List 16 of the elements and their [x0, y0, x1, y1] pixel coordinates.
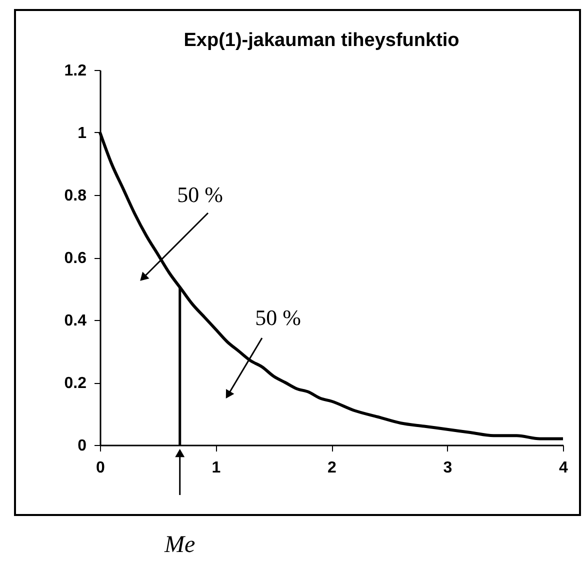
x-tick-label: 4 [559, 460, 568, 476]
y-tick-label: 0.2 [64, 375, 87, 392]
x-tick-label: 2 [328, 460, 337, 476]
chart-title: Exp(1)-jakauman tiheysfunktio [184, 30, 460, 51]
y-tick-label: 0 [78, 438, 87, 454]
ref-line-label: Me [164, 532, 196, 558]
y-tick-label: 0.4 [64, 312, 87, 330]
x-tick-label: 1 [212, 460, 221, 476]
y-tick-label: 1.2 [64, 62, 87, 80]
x-tick-label: 3 [443, 460, 452, 476]
x-tick-label: 0 [96, 460, 106, 476]
y-tick-label: 0.6 [64, 250, 87, 267]
y-tick-label: 0.8 [64, 188, 87, 204]
annotation: 50 % [177, 182, 223, 207]
y-tick-label: 1 [78, 125, 87, 142]
annotation: 50 % [255, 305, 301, 330]
